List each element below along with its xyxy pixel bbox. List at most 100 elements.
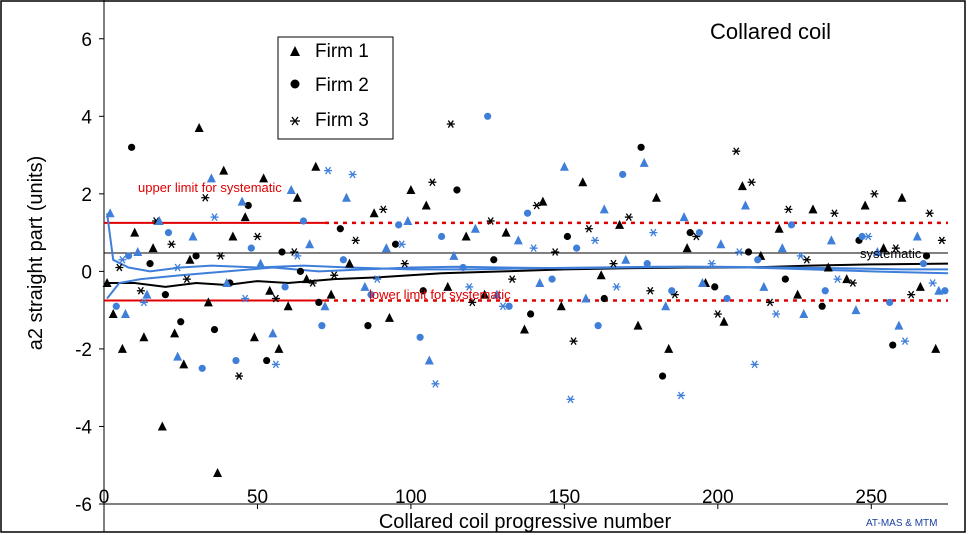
data-point-star — [118, 255, 127, 264]
data-point-star — [907, 290, 916, 299]
data-point-circle — [263, 356, 271, 365]
data-point-star — [271, 294, 280, 303]
data-point-triangle — [102, 278, 112, 288]
data-point-triangle — [249, 332, 259, 342]
data-point-star — [115, 263, 124, 272]
data-point-triangle — [664, 343, 674, 353]
data-point-triangle — [599, 204, 609, 214]
data-point-star — [293, 251, 302, 260]
data-point-circle — [210, 325, 219, 334]
legend-label-firm3: Firm 3 — [315, 110, 369, 131]
data-point-circle — [318, 322, 326, 330]
data-point-circle — [419, 287, 427, 295]
data-point-circle — [637, 143, 645, 151]
data-point-star — [796, 251, 805, 260]
legend-marker-star — [290, 116, 300, 126]
data-point-circle — [889, 341, 897, 349]
data-point-triangle — [421, 200, 431, 210]
data-point-triangle — [406, 184, 416, 194]
data-point-star — [830, 209, 839, 218]
data-point-triangle — [265, 285, 275, 295]
data-point-circle — [161, 291, 169, 299]
data-point-star — [330, 271, 339, 280]
data-point-triangle — [879, 243, 889, 253]
data-point-circle — [278, 248, 286, 256]
data-point-star — [772, 310, 781, 318]
data-point-star — [624, 213, 633, 221]
data-point-circle — [919, 260, 928, 268]
data-point-circle — [364, 322, 372, 330]
data-point-triangle — [661, 301, 671, 311]
data-point-circle — [744, 248, 753, 256]
data-point-star — [802, 255, 811, 264]
data-point-star — [646, 286, 655, 295]
data-point-circle — [198, 364, 206, 372]
data-point-triangle — [799, 309, 809, 319]
data-point-circle — [112, 302, 120, 310]
data-point-star — [379, 205, 388, 214]
legend-label-firm2: Firm 2 — [315, 75, 369, 96]
data-point-triangle — [203, 297, 213, 307]
data-point-star — [750, 360, 759, 369]
data-point-circle — [787, 221, 796, 229]
data-point-circle — [164, 229, 173, 237]
data-point-circle — [600, 294, 608, 303]
data-point-circle — [391, 240, 400, 248]
y-axis-title: a2 straight part (units) — [25, 156, 47, 351]
data-point-triangle — [480, 289, 490, 299]
y-tick-label: -2 — [75, 340, 92, 361]
data-point-star — [928, 279, 937, 287]
data-point-triangle — [320, 301, 330, 311]
data-point-star — [707, 259, 716, 268]
data-point-star — [532, 201, 541, 210]
x-tick-label: 100 — [395, 487, 427, 508]
data-point-star — [446, 120, 455, 128]
data-point-triangle — [535, 278, 545, 288]
data-point-triangle — [384, 312, 394, 322]
data-point-triangle — [556, 301, 566, 311]
data-point-star — [735, 248, 744, 256]
data-point-triangle — [292, 192, 302, 202]
data-point-triangle — [268, 328, 278, 338]
legend-marker-triangle — [290, 46, 300, 56]
data-point-triangle — [513, 235, 523, 245]
data-point-triangle — [470, 223, 480, 233]
data-point-triangle — [341, 192, 351, 202]
x-tick-label: 150 — [549, 487, 581, 508]
data-point-circle — [781, 275, 789, 283]
data-point-triangle — [774, 223, 784, 233]
data-point-star — [848, 279, 857, 287]
limit-lines — [104, 221, 948, 302]
data-point-circle — [723, 294, 731, 303]
data-point-triangle — [897, 192, 907, 202]
data-point-star — [241, 294, 250, 303]
data-point-circle — [490, 256, 498, 264]
data-point-star — [864, 232, 873, 241]
data-point-star — [784, 205, 793, 214]
data-point-circle — [548, 275, 556, 283]
data-point-star — [937, 236, 946, 245]
data-point-triangle — [851, 305, 861, 315]
data-point-star — [901, 337, 910, 346]
data-point-star — [428, 178, 437, 187]
data-point-triangle — [259, 173, 269, 183]
data-point-star — [591, 236, 600, 245]
data-point-triangle — [130, 227, 140, 237]
data-point-circle — [922, 252, 931, 260]
data-point-star — [348, 170, 357, 179]
data-point-star — [465, 283, 474, 291]
data-point-triangle — [740, 200, 750, 210]
data-point-circle — [818, 302, 826, 310]
data-point-star — [351, 236, 360, 245]
data-point-circle — [711, 283, 719, 291]
y-tick-label: -4 — [75, 417, 92, 438]
data-point-triangle — [213, 467, 223, 477]
data-point-circle — [281, 283, 289, 291]
data-point-triangle — [274, 343, 284, 353]
systematic-line — [106, 265, 949, 300]
x-axis-title: Collared coil progressive number — [379, 511, 672, 533]
data-point-triangle — [759, 281, 769, 291]
data-point-star — [397, 240, 406, 249]
data-point-circle — [232, 356, 240, 365]
